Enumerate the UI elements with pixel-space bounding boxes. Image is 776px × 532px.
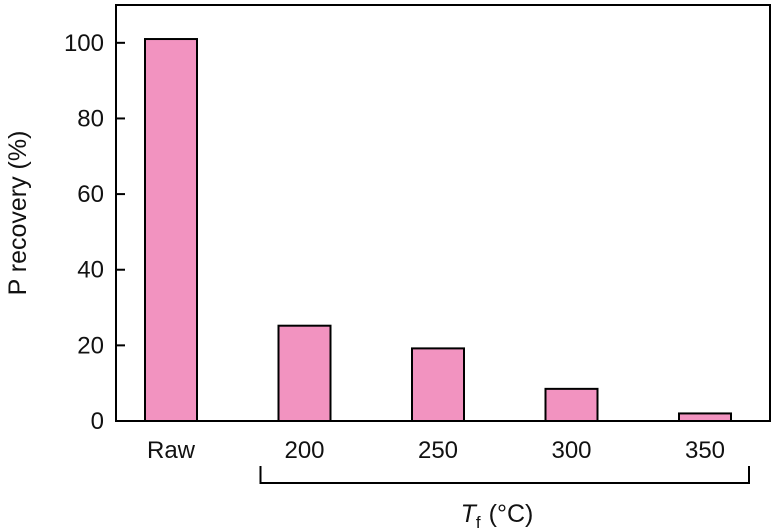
x-tick-label: 200 xyxy=(284,437,324,464)
y-tick-label: 80 xyxy=(77,105,104,132)
category-bracket xyxy=(259,466,750,484)
bar-raw xyxy=(144,38,198,422)
y-tick-label: 60 xyxy=(77,181,104,208)
y-ticks-group: 0 20 40 60 80 100 xyxy=(64,30,125,435)
x-tick-label: 250 xyxy=(418,437,458,464)
x-axis-symbol: T xyxy=(461,500,478,528)
x-tick-label: 350 xyxy=(685,437,725,464)
y-axis-title: P recovery (%) xyxy=(4,131,32,296)
x-axis-title: Tf (°C) xyxy=(461,500,534,532)
x-axis-subscript: f xyxy=(476,513,481,532)
y-tick-label: 100 xyxy=(64,30,104,57)
bar-200 xyxy=(277,324,332,422)
plot-frame xyxy=(115,4,771,422)
bar-250 xyxy=(411,347,465,423)
bar-350 xyxy=(678,412,732,423)
bars-group xyxy=(144,38,732,423)
y-tick-label: 20 xyxy=(77,332,104,359)
x-axis-unit: (°C) xyxy=(489,500,534,528)
bar-300 xyxy=(544,387,599,423)
y-tick-label: 40 xyxy=(77,257,104,284)
x-tick-label: Raw xyxy=(147,437,196,464)
x-tick-label: 300 xyxy=(551,437,591,464)
x-labels-group: Raw 200 250 300 350 xyxy=(147,437,725,464)
y-tick-label: 0 xyxy=(91,408,104,435)
